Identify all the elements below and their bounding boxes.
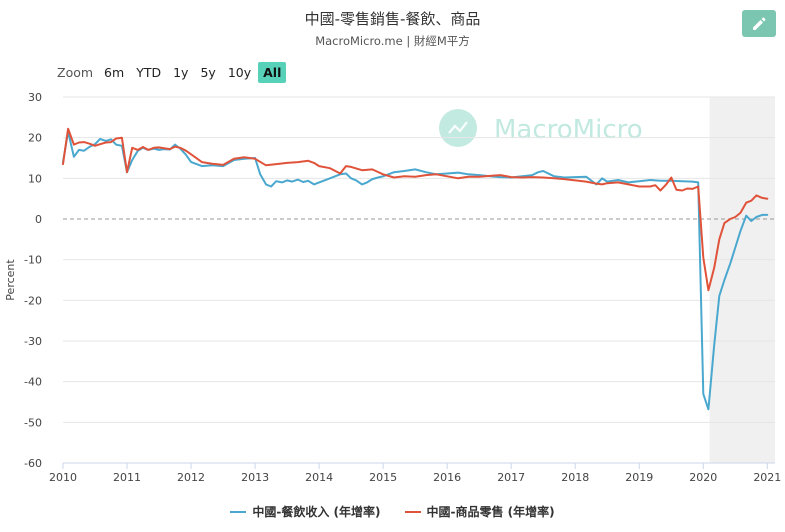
y-tick-label: -10 [24,254,42,267]
y-tick-label: -30 [24,335,42,348]
zoom-6m-button[interactable]: 6m [104,65,125,80]
x-tick-label: 2021 [753,471,781,484]
x-tick-label: 2016 [433,471,461,484]
x-tick-label: 2011 [113,471,141,484]
x-tick-label: 2017 [497,471,525,484]
legend-swatch-goods [404,510,421,513]
zoom-label: Zoom [57,65,94,80]
y-tick-label: -60 [24,457,42,470]
zoom-10y-button[interactable]: 10y [227,65,252,80]
pencil-icon [753,17,766,30]
watermark-chart-icon [448,121,468,134]
y-axis-label: Percent [4,259,17,301]
x-tick-label: 2012 [177,471,205,484]
x-tick-label: 2018 [561,471,589,484]
zoom-bar: Zoom 6m YTD 1y 5y 10y All [57,62,288,83]
zoom-5y-button[interactable]: 5y [200,65,216,80]
zoom-all-button[interactable]: All [258,62,287,83]
x-tick-label: 2020 [689,471,717,484]
shaded-band [709,97,775,463]
legend-item-goods[interactable]: 中國-商品零售 (年增率) [404,503,555,520]
x-tick-label: 2013 [241,471,269,484]
chart-title: 中國-零售銷售-餐飲、商品 [304,10,481,28]
y-tick-label: -50 [24,416,42,429]
y-tick-label: -40 [24,376,42,389]
watermark-text: MacroMicro [494,115,643,145]
zoom-ytd-button[interactable]: YTD [136,65,162,80]
legend: 中國-餐飲收入 (年增率) 中國-商品零售 (年增率) [0,503,785,520]
series-line-catering [62,130,769,411]
y-tick-label: 10 [28,172,42,185]
series-line-goods [62,127,769,292]
x-tick-label: 2015 [369,471,397,484]
x-tick-label: 2014 [305,471,333,484]
y-tick-label: 20 [28,132,42,145]
legend-label-goods: 中國-商品零售 (年增率) [426,505,555,519]
y-tick-label: 0 [35,213,42,226]
legend-item-catering[interactable]: 中國-餐飲收入 (年增率) [230,503,381,520]
y-tick-label: 30 [28,91,42,104]
legend-swatch-catering [230,510,247,513]
x-tick-label: 2019 [625,471,653,484]
zoom-1y-button[interactable]: 1y [173,65,189,80]
y-tick-label: -20 [24,294,42,307]
x-tick-label: 2010 [49,471,77,484]
edit-button[interactable] [742,10,776,37]
legend-label-catering: 中國-餐飲收入 (年增率) [252,505,381,519]
chart-subtitle: MacroMicro.me | 財經M平方 [315,34,470,48]
